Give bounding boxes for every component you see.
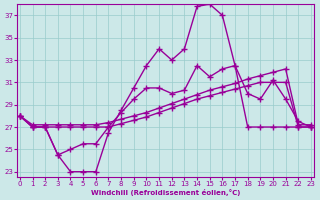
X-axis label: Windchill (Refroidissement éolien,°C): Windchill (Refroidissement éolien,°C) [91,189,240,196]
